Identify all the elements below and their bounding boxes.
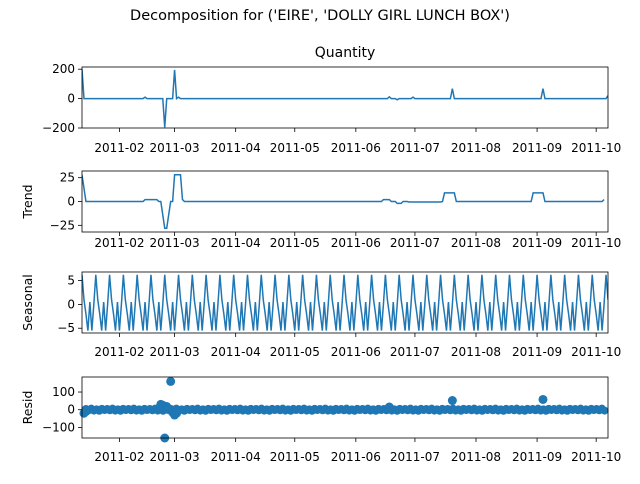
x-tick-label: 2011-04 (211, 450, 261, 464)
x-tick-label: 2011-09 (512, 236, 562, 250)
x-tick-label: 2011-07 (390, 236, 440, 250)
resid-outlier-point (81, 406, 91, 416)
y-axis-label: Resid (20, 391, 35, 425)
x-tick-label: 2011-10 (571, 236, 621, 250)
resid-outlier-point (384, 402, 394, 412)
resid-outlier-point (162, 402, 172, 412)
x-tick-label: 2011-08 (451, 141, 501, 155)
resid-point (600, 406, 609, 415)
x-tick-label: 2011-05 (270, 450, 320, 464)
x-tick-label: 2011-05 (270, 236, 320, 250)
x-tick-label: 2011-08 (451, 236, 501, 250)
y-tick-label: 200 (52, 62, 75, 76)
x-tick-label: 2011-07 (390, 141, 440, 155)
x-tick-label: 2011-09 (512, 141, 562, 155)
x-tick-label: 2011-02 (94, 236, 144, 250)
x-tick-label: 2011-10 (571, 450, 621, 464)
y-tick-label: −100 (42, 420, 75, 434)
axes-frame-0 (81, 66, 609, 129)
axes-frame-3 (81, 376, 609, 439)
x-tick-label: 2011-09 (512, 450, 562, 464)
x-tick-label: 2011-08 (451, 345, 501, 359)
x-tick-label: 2011-07 (390, 450, 440, 464)
resid-outlier-point (166, 376, 176, 386)
x-tick-label: 2011-05 (270, 345, 320, 359)
x-tick-label: 2011-03 (150, 141, 200, 155)
x-tick-label: 2011-07 (390, 345, 440, 359)
y-tick-label: 0 (67, 403, 75, 417)
y-tick-label: 0 (67, 92, 75, 106)
y-tick-label: 5 (67, 274, 75, 288)
x-tick-label: 2011-03 (150, 345, 200, 359)
x-tick-label: 2011-05 (270, 141, 320, 155)
y-tick-label: 0 (67, 195, 75, 209)
x-tick-label: 2011-08 (451, 450, 501, 464)
x-tick-label: 2011-02 (94, 450, 144, 464)
x-tick-label: 2011-09 (512, 345, 562, 359)
x-tick-label: 2011-04 (211, 345, 261, 359)
y-tick-label: −200 (42, 121, 75, 135)
y-axis-label: Trend (20, 184, 35, 219)
x-tick-label: 2011-06 (331, 345, 381, 359)
x-tick-label: 2011-03 (150, 236, 200, 250)
x-tick-label: 2011-02 (94, 345, 144, 359)
resid-outlier-point (447, 396, 457, 406)
axes-title: Quantity (315, 45, 376, 61)
x-tick-label: 2011-10 (571, 141, 621, 155)
x-tick-label: 2011-04 (211, 141, 261, 155)
series-line-0-0 (82, 69, 608, 128)
y-tick-label: 100 (52, 385, 75, 399)
y-tick-label: 0 (67, 297, 75, 311)
resid-outlier-point (172, 408, 182, 418)
seasonal-line (82, 274, 608, 331)
figure-title: Decomposition for ('EIRE', 'DOLLY GIRL L… (130, 8, 510, 24)
resid-outlier-point (538, 394, 548, 404)
x-tick-label: 2011-03 (150, 450, 200, 464)
series-line-1-0 (82, 174, 605, 229)
x-tick-label: 2011-06 (331, 450, 381, 464)
y-tick-label: −5 (57, 321, 75, 335)
y-tick-label: 25 (60, 171, 75, 185)
y-tick-label: −25 (50, 218, 75, 232)
y-axis-label: Seasonal (20, 274, 35, 331)
x-tick-label: 2011-06 (331, 236, 381, 250)
x-tick-label: 2011-06 (331, 141, 381, 155)
x-tick-label: 2011-10 (571, 345, 621, 359)
x-tick-label: 2011-02 (94, 141, 144, 155)
axes-frame-2 (81, 271, 609, 334)
x-tick-label: 2011-04 (211, 236, 261, 250)
